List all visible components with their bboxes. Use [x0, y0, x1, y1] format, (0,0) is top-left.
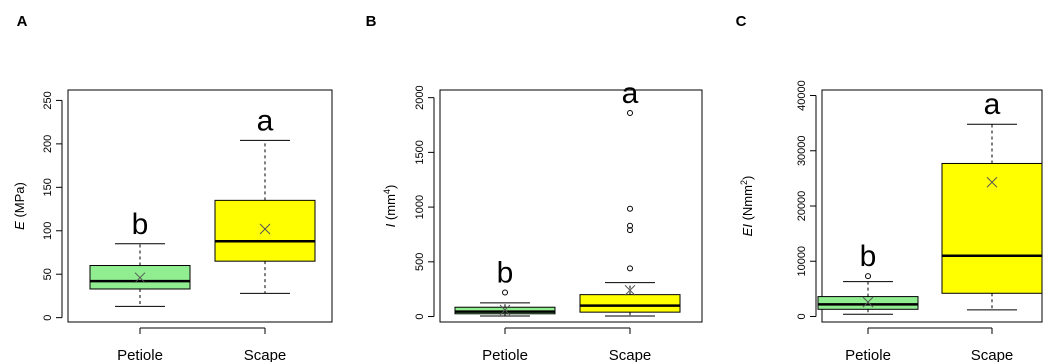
y-tick-label: 1000	[414, 195, 426, 219]
significance-letter: b	[860, 240, 877, 273]
y-axis-label-unit: (Nmm	[740, 185, 755, 220]
y-tick-label: 500	[414, 253, 426, 271]
mean-marker	[624, 284, 636, 296]
y-axis-label-symbol: EI	[740, 224, 755, 237]
box-petiole: b	[89, 208, 191, 307]
y-axis-label-unit: (MPa)	[12, 182, 27, 217]
outlier-point	[865, 273, 871, 280]
significance-letter: b	[132, 208, 149, 241]
y-axis-label-close: )	[740, 176, 755, 180]
mean-marker	[862, 296, 874, 308]
box-petiole: b	[817, 240, 919, 315]
panel-a: A 0 50 100 150 200 250 E (MPa) Petiole Scape b a	[12, 13, 333, 362]
y-axis-label: E (MPa)	[12, 182, 27, 230]
panel-letter: C	[736, 13, 747, 30]
y-tick-label: 10000	[796, 246, 808, 277]
interquartile-box	[579, 294, 681, 313]
outlier-point	[502, 289, 508, 296]
y-tick-label: 0	[42, 315, 54, 321]
y-tick-label: 250	[42, 91, 54, 109]
x-category-label: Scape	[244, 347, 287, 362]
significance-letter: a	[984, 88, 1001, 121]
y-axis-label: I (mm4)	[382, 185, 398, 228]
mean-marker	[986, 176, 998, 188]
significance-letter: b	[497, 256, 514, 289]
mean-marker	[259, 223, 271, 235]
significance-letter: a	[257, 104, 274, 137]
y-tick-label: 2000	[414, 85, 426, 109]
mean-marker	[134, 272, 146, 284]
outlier-point	[627, 109, 633, 116]
y-axis-label-close: )	[383, 185, 398, 189]
y-tick-label: 1500	[414, 140, 426, 164]
box-scape: a	[579, 77, 681, 317]
outlier-point	[627, 265, 633, 272]
outlier-point	[627, 222, 633, 229]
x-category-label: Petiole	[117, 347, 163, 362]
mean-marker-stroke	[259, 223, 271, 235]
x-category-label: Petiole	[482, 347, 528, 362]
significance-letter: a	[622, 77, 639, 110]
y-axis-label: EI (Nmm2)	[739, 176, 755, 237]
box-scape: a	[214, 104, 316, 294]
mean-marker-stroke	[862, 296, 874, 308]
plot-frame	[67, 89, 333, 323]
plot-frame	[439, 89, 703, 323]
panel-b: B 0 500 1000 1500 2000 I (mm4) Petiole Scape b a	[366, 13, 703, 362]
y-tick-label: 150	[42, 178, 54, 196]
y-axis-label-superscript: 2	[739, 180, 749, 185]
outlier-point	[627, 205, 633, 212]
y-tick-label: 0	[414, 313, 426, 319]
x-category-label: Scape	[609, 347, 652, 362]
y-tick-label: 200	[42, 135, 54, 153]
y-axis-label-symbol: E	[12, 221, 27, 230]
interquartile-box	[941, 162, 1043, 294]
box-scape: a	[941, 88, 1043, 311]
y-tick-label: 0	[796, 313, 808, 319]
interquartile-box	[817, 296, 919, 310]
y-axis-label-symbol: I	[383, 223, 398, 227]
y-axis-label-superscript: 4	[382, 189, 392, 194]
y-axis-label-unit: (mm	[383, 194, 398, 220]
mean-marker-stroke	[624, 284, 636, 296]
panel-letter: B	[366, 13, 377, 30]
interquartile-box	[214, 199, 316, 262]
outlier-point	[627, 227, 633, 234]
y-tick-label: 50	[42, 268, 54, 280]
mean-marker-stroke	[499, 304, 511, 316]
x-category-label: Scape	[971, 347, 1014, 362]
mean-marker-stroke	[986, 176, 998, 188]
box-petiole: b	[454, 256, 556, 317]
y-tick-label: 100	[42, 222, 54, 240]
y-tick-label: 20000	[796, 191, 808, 222]
panel-c: C 0 10000 20000 30000 40000 EI (Nmm2) Petiole Sc…	[736, 13, 1043, 362]
x-category-label: Petiole	[845, 347, 891, 362]
y-tick-label: 40000	[796, 80, 808, 111]
mean-marker	[499, 304, 511, 316]
y-tick-label: 30000	[796, 135, 808, 166]
panel-letter: A	[17, 13, 28, 30]
mean-marker-stroke	[134, 272, 146, 284]
